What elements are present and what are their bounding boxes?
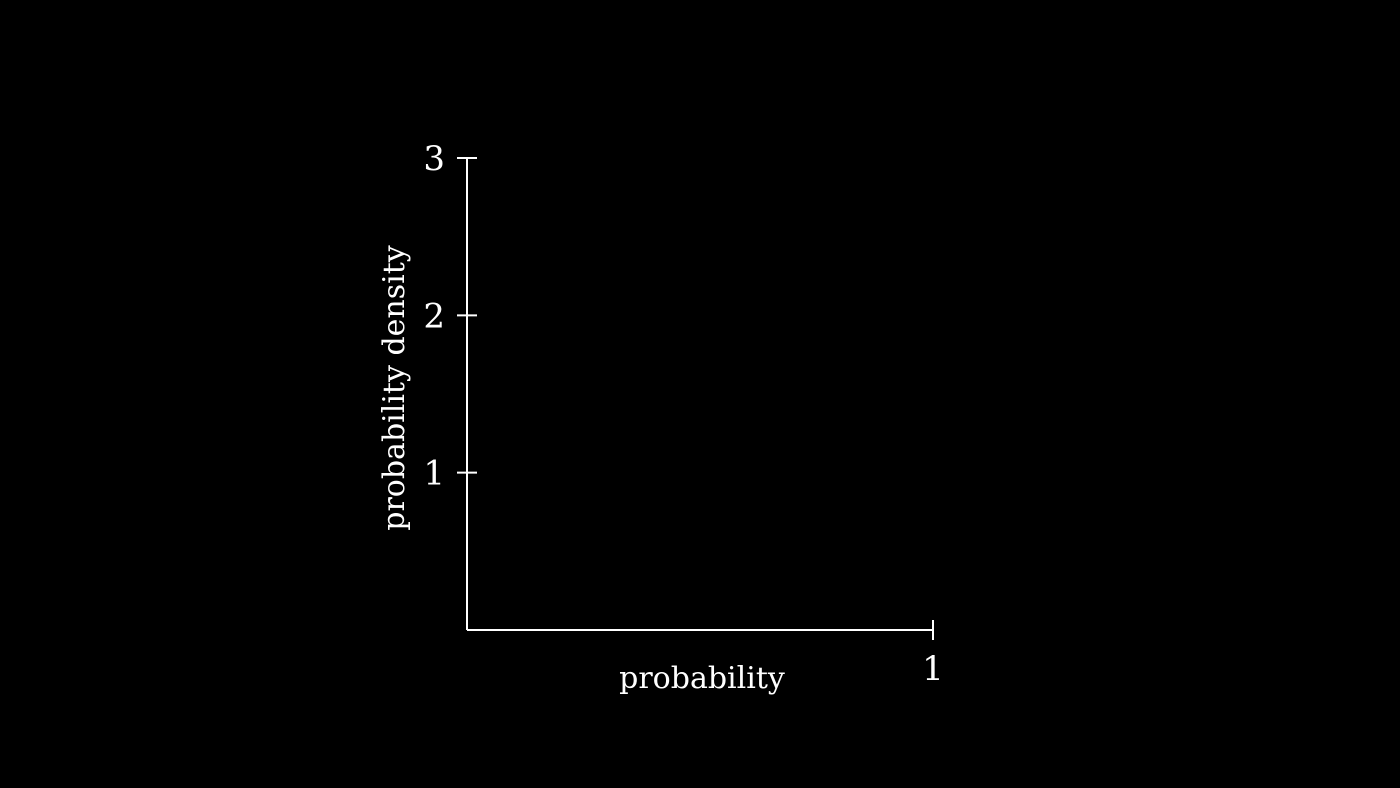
axes [466,158,933,631]
y-tick-label-2: 2 [423,296,445,336]
y-axis-label: probability density [377,245,412,531]
x-axis-label: probability [619,661,785,696]
x-tick-label-1: 1 [922,649,944,689]
y-tick-label-1: 1 [423,454,445,494]
y-tick-label-3: 3 [423,139,445,179]
ticks: 1 2 3 1 [423,139,943,689]
